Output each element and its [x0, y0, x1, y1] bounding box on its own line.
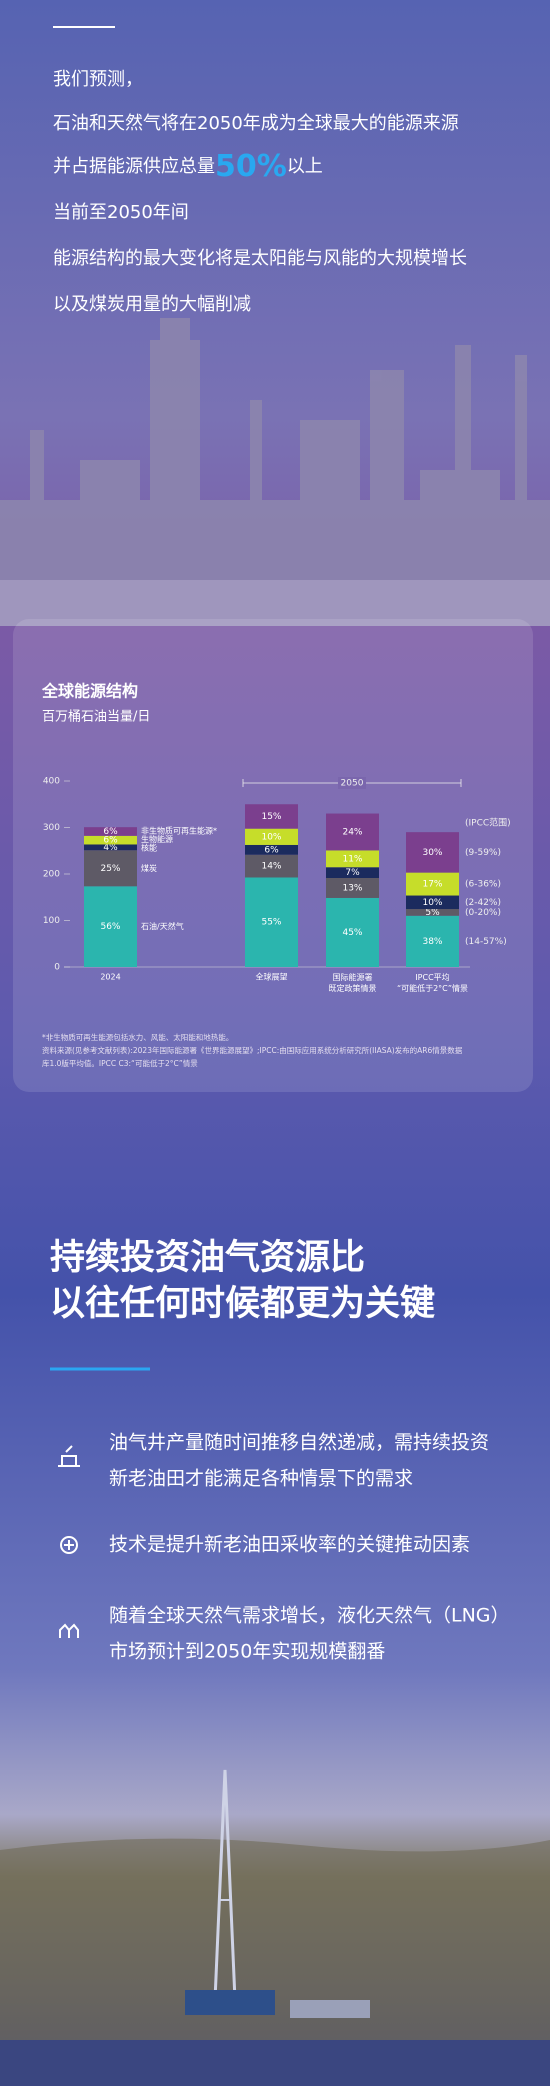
intro-line: 能源结构的最大变化将是太阳能与风能的大规模增长 [53, 248, 467, 269]
bar-segment [245, 844, 298, 855]
bar-segment [326, 877, 379, 898]
segment-label: 4% [103, 843, 118, 853]
bar-segment [406, 872, 459, 896]
segment-label: 45% [342, 928, 362, 938]
bar-segment [406, 895, 459, 910]
refinery-illustration [0, 318, 550, 626]
intro-line: 当前至2050年间 [53, 202, 189, 223]
segment-label: 6% [103, 827, 118, 837]
legend-label: 煤炭 [141, 863, 157, 873]
segment-label: 15% [261, 812, 281, 822]
segment-label: 6% [103, 836, 118, 846]
bar-segment [406, 909, 459, 916]
segment-label: 13% [342, 883, 362, 893]
intro-highlight-line: 并占据能源供应总量50%以上 [53, 149, 323, 184]
bullet-text: 技术是提升新老油田采收率的关键推动因素 [109, 1534, 470, 1556]
bullet-text: 市场预计到2050年实现规模翻番 [109, 1641, 385, 1663]
legend-label: 非生物质可再生能源* [141, 826, 217, 836]
bar-segment [245, 828, 298, 845]
bar-segment [84, 844, 137, 851]
bar-segment [326, 867, 379, 878]
section-heading: 以往任何时候都更为关键 [50, 1284, 435, 1324]
segment-label: 11% [342, 854, 362, 864]
rig-illustration [0, 1769, 550, 2086]
intro-after: 以上 [287, 156, 323, 177]
segment-label: 6% [264, 845, 279, 855]
intro-before: 并占据能源供应总量 [53, 156, 215, 177]
segment-label: 55% [261, 918, 281, 928]
legend-label: 核能 [141, 843, 157, 853]
bar-segment [326, 850, 379, 868]
intro-line: 以及煤炭用量的大幅削减 [53, 294, 251, 315]
segment-label: 7% [345, 868, 360, 878]
y-tick-label: 0 [54, 963, 60, 973]
segment-label: 10% [422, 898, 442, 908]
bar-segment [84, 886, 137, 967]
footnote: *非生物质可再生能源包括水力、风能、太阳能和地热能。 [42, 1032, 233, 1042]
segment-label: 24% [342, 827, 362, 837]
bullet-text: 随着全球天然气需求增长，液化天然气（LNG） [109, 1605, 510, 1627]
segment-label: 56% [100, 922, 120, 932]
segment-label: 10% [261, 832, 281, 842]
intro-line: 石油和天然气将在2050年成为全球最大的能源来源 [53, 113, 459, 134]
range-label: (6-36%) [465, 880, 501, 890]
segment-label: 17% [422, 880, 442, 890]
x-tick-label: 国际能源署既定政策情景 [329, 972, 377, 993]
bullet-icons [58, 1445, 80, 1638]
bar-segment [84, 850, 137, 887]
range-label: (9-59%) [465, 848, 501, 858]
range-title: (IPCC范围) [465, 817, 511, 829]
bullet-text: 油气井产量随时间推移自然递减，需持续投资 [109, 1432, 489, 1454]
y-tick-label: 300 [43, 823, 60, 833]
bullet-text: 新老油田才能满足各种情景下的需求 [109, 1468, 413, 1490]
range-label: (2-42%) [465, 898, 501, 908]
range-label: (0-20%) [465, 908, 501, 918]
segment-label: 5% [425, 908, 440, 918]
bar-segment [326, 897, 379, 967]
segment-label: 30% [422, 848, 442, 858]
y-tick-label: 100 [43, 916, 60, 926]
y-tick-label: 400 [43, 777, 60, 787]
x-tick-label: IPCC平均“可能低于2°C”情景 [397, 972, 468, 993]
range-label: (14-57%) [465, 937, 507, 947]
chart-title: 全球能源结构 [41, 682, 138, 701]
bar-segment [245, 804, 298, 829]
bar-segment [326, 813, 379, 851]
segment-label: 25% [100, 864, 120, 874]
legend-label: 生物能源 [141, 834, 173, 844]
x-tick-label: 2024 [100, 973, 120, 982]
bar-segment [84, 827, 137, 836]
bar-segment [406, 915, 459, 967]
intro-highlight: 50% [215, 149, 287, 184]
section-heading: 持续投资油气资源比 [50, 1238, 365, 1278]
footnote: 库1.0版平均值。IPCC C3:“可能低于2°C”情景 [42, 1058, 198, 1068]
bar-segment [245, 854, 298, 878]
footnote: 资料来源(见参考文献列表):2023年国际能源署《世界能源展望》;IPCC:由国… [42, 1045, 463, 1055]
group-label-bg [338, 777, 366, 789]
bar-segment [406, 832, 459, 873]
bar-segment [245, 877, 298, 967]
segment-label: 14% [261, 862, 281, 872]
legend-label: 石油/天然气 [141, 921, 184, 931]
bar-segment [84, 835, 137, 845]
x-tick-label: 全球展望 [256, 972, 288, 982]
y-tick-label: 200 [43, 870, 60, 880]
chart-subtitle: 百万桶石油当量/日 [42, 710, 150, 725]
intro-line: 我们预测， [53, 69, 143, 90]
group-label: 2050 [341, 779, 364, 789]
segment-label: 38% [422, 937, 442, 947]
